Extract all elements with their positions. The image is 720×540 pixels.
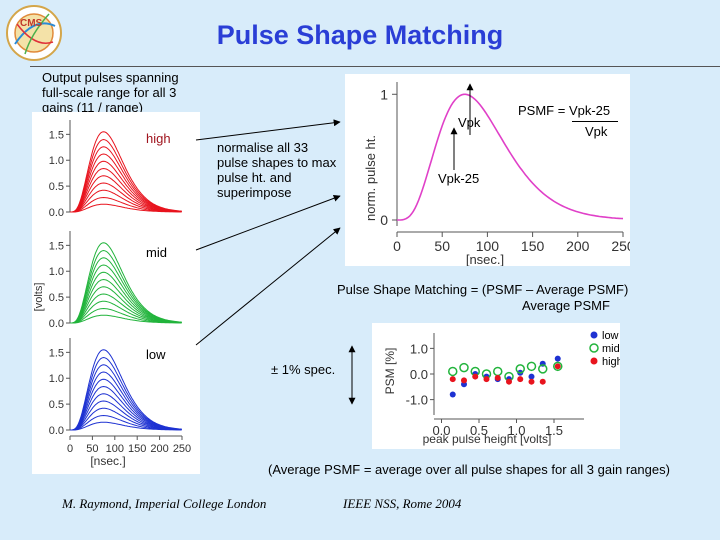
- arrow-mid: [195, 194, 341, 251]
- high-point: [528, 378, 535, 385]
- logo-text: CMS: [20, 18, 43, 29]
- chart-background: [372, 323, 620, 449]
- arrow-low: [195, 227, 341, 346]
- x-tick-label: 250: [611, 238, 630, 254]
- x-tick-label: 150: [128, 443, 146, 455]
- x-tick-label: 200: [566, 238, 590, 254]
- normalised-pulse-line: [397, 93, 624, 221]
- legend-label-low: low: [602, 330, 619, 342]
- output-pulses-chart: [volts] [nsec.] 0.0 0.5 1.0 1.5 0.0 0.5 1.0 1.5…: [32, 112, 200, 474]
- footer-author: M. Raymond, Imperial College London: [62, 496, 267, 511]
- y-tick-label: 0.5: [49, 181, 64, 193]
- mid-point: [515, 364, 525, 374]
- x-tick-label: 0: [393, 238, 401, 254]
- x-tick-label: 100: [106, 443, 124, 455]
- y-axis-label: PSM [%]: [383, 348, 397, 395]
- low-point: [528, 373, 535, 380]
- legend-marker-high: [590, 357, 598, 365]
- vpk25-label: Vpk-25: [438, 171, 480, 186]
- psmf-lhs: PSMF =: [518, 103, 569, 118]
- x-axis-label: peak pulse height [volts]: [423, 432, 552, 446]
- high-point: [506, 378, 512, 385]
- legend-label-high: high: [602, 356, 620, 368]
- y-tick-label: 1.5: [49, 347, 64, 359]
- x-tick-label: 250: [173, 443, 191, 455]
- y-axis-label: [volts]: [33, 283, 45, 312]
- high-point: [461, 377, 467, 384]
- high-point: [483, 376, 490, 383]
- high-point: [554, 363, 561, 370]
- y-tick-label: 0.0: [410, 367, 428, 382]
- low-gain-label: low: [146, 347, 166, 362]
- y-tick-label: 0.0: [49, 318, 64, 330]
- spec-label: ± 1% spec.: [271, 362, 336, 377]
- x-axis-label: [nsec.]: [90, 454, 125, 468]
- x-tick-label: 0.5: [470, 423, 488, 438]
- mid-pulse-line: [70, 242, 182, 324]
- low-point: [449, 391, 456, 398]
- y-axis-label: norm. pulse ht.: [363, 135, 378, 221]
- cms-logo: CMS: [6, 5, 62, 61]
- y-tick-label: 1.5: [49, 129, 64, 141]
- high-gain-label: high: [146, 131, 171, 146]
- high-point: [539, 378, 546, 385]
- y-tick-label: 1: [380, 86, 388, 102]
- psmf-denominator: Vpk: [585, 124, 608, 139]
- x-tick-label: 50: [434, 238, 450, 254]
- average-note: (Average PSMF = average over all pulse s…: [268, 462, 670, 477]
- x-axis-label: [nsec.]: [466, 252, 504, 266]
- vpk-label: Vpk: [458, 115, 481, 130]
- psmf-numerator: Vpk-25: [568, 103, 611, 118]
- high-point: [494, 374, 501, 381]
- y-tick-label: 1.0: [410, 341, 428, 356]
- high-pulse-line: [70, 131, 182, 213]
- low-point: [554, 355, 561, 362]
- x-tick-label: 0: [67, 443, 73, 455]
- y-tick-label: 0.5: [49, 399, 64, 411]
- high-point: [449, 376, 456, 383]
- legend-marker-mid: [589, 343, 599, 353]
- y-tick-label: 0.5: [49, 292, 64, 304]
- x-tick-label: 1.5: [545, 423, 563, 438]
- psm-definition: Pulse Shape Matching = (PSMF – Average P…: [337, 282, 629, 297]
- page-title: Pulse Shape Matching: [216, 20, 504, 50]
- mid-gain-label: mid: [146, 245, 167, 260]
- x-tick-label: 200: [150, 443, 168, 455]
- mid-point: [538, 364, 548, 374]
- x-tick-label: 100: [476, 238, 500, 254]
- title-divider: [30, 66, 720, 67]
- middle-description: normalise all 33 pulse shapes to max pul…: [217, 140, 337, 200]
- y-tick-label: 0.0: [49, 425, 64, 437]
- footer-conference: IEEE NSS, Rome 2004: [343, 496, 462, 511]
- psmf-fraction-bar: [572, 121, 618, 122]
- psmf-formula: PSMF = Vpk-25: [518, 103, 610, 118]
- arrow-high: [195, 119, 341, 141]
- left-description: Output pulses spanning full-scale range …: [42, 70, 179, 115]
- x-tick-label: 150: [521, 238, 545, 254]
- legend-marker-low: [590, 331, 598, 339]
- low-pulse-line: [70, 349, 182, 431]
- chart-background: [32, 112, 200, 474]
- psm-denominator: Average PSMF: [522, 298, 610, 313]
- x-tick-label: 0.0: [432, 423, 450, 438]
- mid-point: [526, 361, 537, 372]
- y-tick-label: 1.0: [49, 266, 64, 278]
- y-tick-label: 1.0: [49, 155, 64, 167]
- y-tick-label: 1.5: [49, 240, 64, 252]
- y-tick-label: 0.0: [49, 207, 64, 219]
- y-tick-label: 1.0: [49, 373, 64, 385]
- mid-point: [553, 361, 563, 372]
- high-point: [472, 373, 479, 380]
- psm-scatter-chart: PSM [%] peak pulse height [volts] -1.0 0.…: [372, 323, 620, 449]
- mid-point: [448, 366, 458, 377]
- mid-point: [459, 362, 469, 373]
- normalised-pulse-chart: norm. pulse ht. [nsec.] 0 1 0 50 100 150 200 25…: [345, 74, 630, 266]
- x-tick-label: 1.0: [507, 423, 525, 438]
- y-tick-label: -1.0: [406, 393, 428, 408]
- high-point: [517, 376, 524, 383]
- legend-label-mid: mid: [602, 343, 620, 355]
- x-tick-label: 50: [86, 443, 98, 455]
- y-tick-label: 0: [380, 212, 388, 228]
